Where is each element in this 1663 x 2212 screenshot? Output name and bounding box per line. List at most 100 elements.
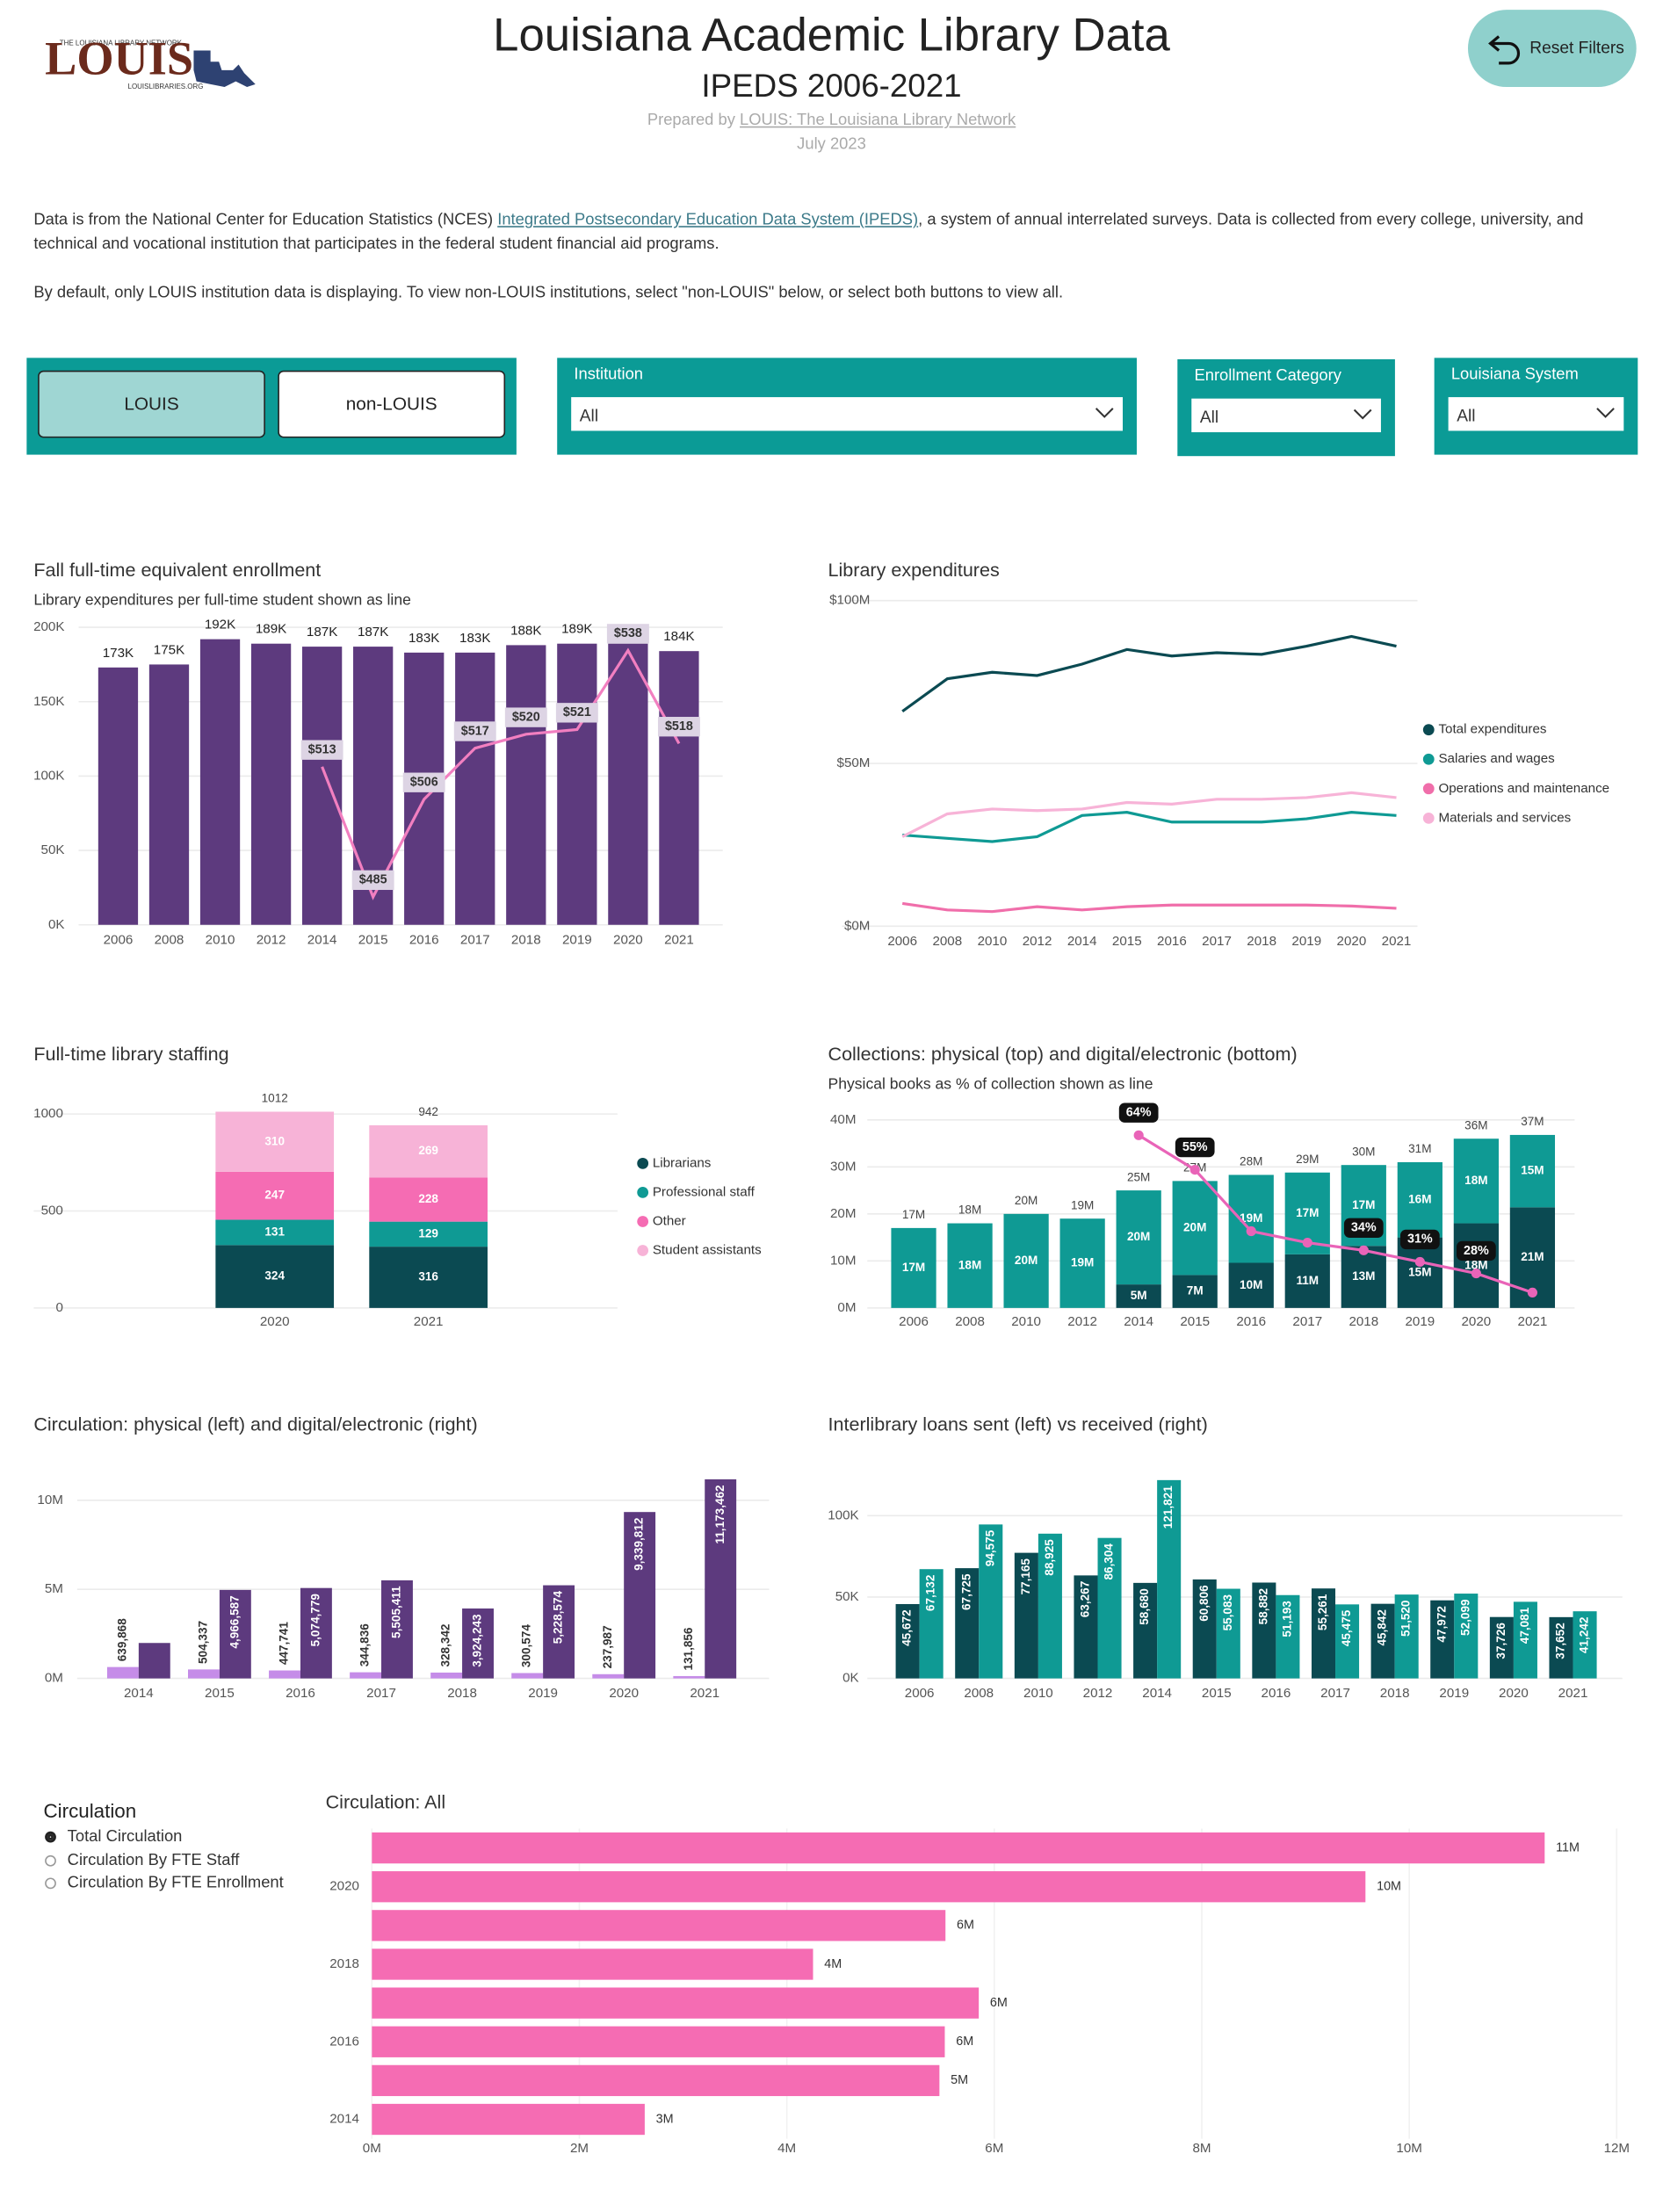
bar — [188, 1669, 220, 1679]
bar — [1453, 1139, 1499, 1224]
radio-option[interactable]: Total Circulation — [45, 1829, 182, 1846]
value-label: 11M — [1556, 1840, 1580, 1854]
ipeds-link[interactable]: Integrated Postsecondary Education Data … — [497, 212, 919, 229]
x-tick-label: 2006 — [899, 1314, 929, 1329]
label-background — [1457, 1240, 1496, 1261]
logo-url: LOUISLIBRARIES.ORG — [128, 83, 204, 90]
x-tick-label: 2015 — [358, 932, 388, 947]
value-label: 55,083 — [1221, 1594, 1234, 1630]
value-label: 5M — [951, 2073, 968, 2087]
total-label: 1012 — [262, 1092, 288, 1105]
bar — [372, 1871, 1366, 1903]
x-tick-label: 2008 — [155, 932, 184, 947]
x-tick-label: 2018 — [1348, 1314, 1378, 1329]
bar — [1228, 1262, 1274, 1308]
prepared-by-link[interactable]: LOUIS: The Louisiana Library Network — [740, 112, 1016, 129]
y-tick-label: 0K — [842, 1671, 859, 1686]
line-point — [1527, 1287, 1537, 1298]
bar — [1489, 1616, 1514, 1679]
x-tick-label: 2012 — [1067, 1314, 1097, 1329]
value-label: 324 — [264, 1269, 285, 1283]
line-value-label: 55% — [1182, 1140, 1208, 1154]
value-label: 11M — [1296, 1274, 1319, 1287]
toggle-button[interactable]: non-LOUIS — [278, 370, 506, 438]
y-tick-label: 2018 — [329, 1956, 359, 1971]
value-label: 131 — [264, 1225, 285, 1238]
bar — [1370, 1603, 1395, 1679]
value-label: 13M — [1352, 1269, 1375, 1283]
dropdown-value: All — [579, 405, 599, 426]
y-tick-label: 200K — [33, 619, 64, 634]
toggle-button[interactable]: LOUIS — [38, 370, 265, 438]
chart-title: Collections: physical (top) and digital/… — [828, 1043, 1298, 1065]
x-tick-label: 2014 — [307, 932, 337, 947]
x-tick-label: 2015 — [1202, 1686, 1232, 1701]
total-label: 17M — [902, 1208, 925, 1221]
line-label: 55% — [1175, 1137, 1215, 1158]
total-label: 942 — [418, 1105, 438, 1118]
x-tick-label: 2018 — [1380, 1686, 1410, 1701]
value-label: 45,475 — [1340, 1609, 1353, 1646]
value-label: 11,173,462 — [713, 1485, 727, 1543]
bar — [301, 647, 343, 925]
y-tick-label: 50K — [835, 1589, 859, 1604]
value-label: 86,304 — [1103, 1543, 1116, 1580]
line-value-label: 31% — [1407, 1233, 1433, 1247]
bar — [557, 643, 597, 925]
radio-dot — [45, 1854, 56, 1867]
chevron — [1353, 408, 1372, 420]
value-label: 310 — [264, 1134, 285, 1147]
total-label: 25M — [1127, 1170, 1150, 1183]
bar — [372, 1910, 946, 1941]
value-label: 131,856 — [682, 1627, 695, 1670]
y-tick-label: 20M — [830, 1206, 856, 1221]
total-label: 28M — [1240, 1155, 1262, 1168]
bar — [979, 1524, 1003, 1679]
y-tick-label: 0M — [45, 1671, 63, 1686]
dropdown[interactable]: All — [1191, 398, 1381, 433]
y-tick-label: 500 — [41, 1203, 63, 1218]
x-tick-label: 2015 — [205, 1686, 235, 1701]
value-label: 344,836 — [358, 1623, 372, 1666]
radio-option[interactable]: Circulation By FTE Enrollment — [45, 1875, 284, 1891]
reset-filters-button[interactable]: Reset Filters — [1467, 10, 1637, 88]
chart-title: Interlibrary loans sent (left) vs receiv… — [828, 1413, 1208, 1435]
radio-option[interactable]: Circulation By FTE Staff — [45, 1853, 239, 1869]
label-background — [300, 740, 343, 760]
intro-text: , a system of annual interrelated survey… — [33, 212, 1584, 253]
legend-swatch — [637, 1245, 649, 1256]
value-label: 60,806 — [1197, 1585, 1211, 1622]
value-label: 19M — [1240, 1211, 1262, 1225]
x-tick-label: 2021 — [664, 932, 694, 947]
label-background — [504, 707, 547, 727]
bar — [955, 1568, 980, 1679]
bar — [895, 1603, 920, 1679]
value-label: 15M — [1408, 1265, 1431, 1278]
value-label: 37,726 — [1494, 1623, 1508, 1659]
label-background — [606, 624, 649, 644]
bar — [219, 1589, 251, 1679]
y-tick-label: $50M — [837, 755, 871, 770]
value-label: 77,165 — [1019, 1558, 1032, 1595]
line-label: $513 — [300, 740, 343, 760]
line — [901, 791, 1397, 838]
bar — [947, 1223, 993, 1308]
line — [901, 901, 1397, 914]
value-label: 47,081 — [1518, 1607, 1531, 1644]
x-tick-label: 2008 — [955, 1314, 985, 1329]
legend-swatch — [1422, 783, 1435, 795]
value-label: 175K — [154, 642, 184, 657]
x-tick-label: 2016 — [409, 932, 439, 947]
value-label: 183K — [459, 631, 490, 646]
legend-label: Other — [653, 1213, 686, 1228]
bar — [1311, 1588, 1336, 1679]
dropdown[interactable]: All — [571, 397, 1123, 431]
dropdown[interactable]: All — [1448, 397, 1624, 431]
bar — [372, 1832, 1545, 1864]
enrollment-filter: Enrollment Category All — [1177, 358, 1395, 457]
x-tick-label: 2019 — [528, 1686, 558, 1701]
bar — [673, 1675, 705, 1679]
x-tick-label: 2016 — [1157, 934, 1187, 949]
value-label: 37,652 — [1554, 1623, 1567, 1659]
value-label: 5,505,411 — [390, 1586, 403, 1638]
